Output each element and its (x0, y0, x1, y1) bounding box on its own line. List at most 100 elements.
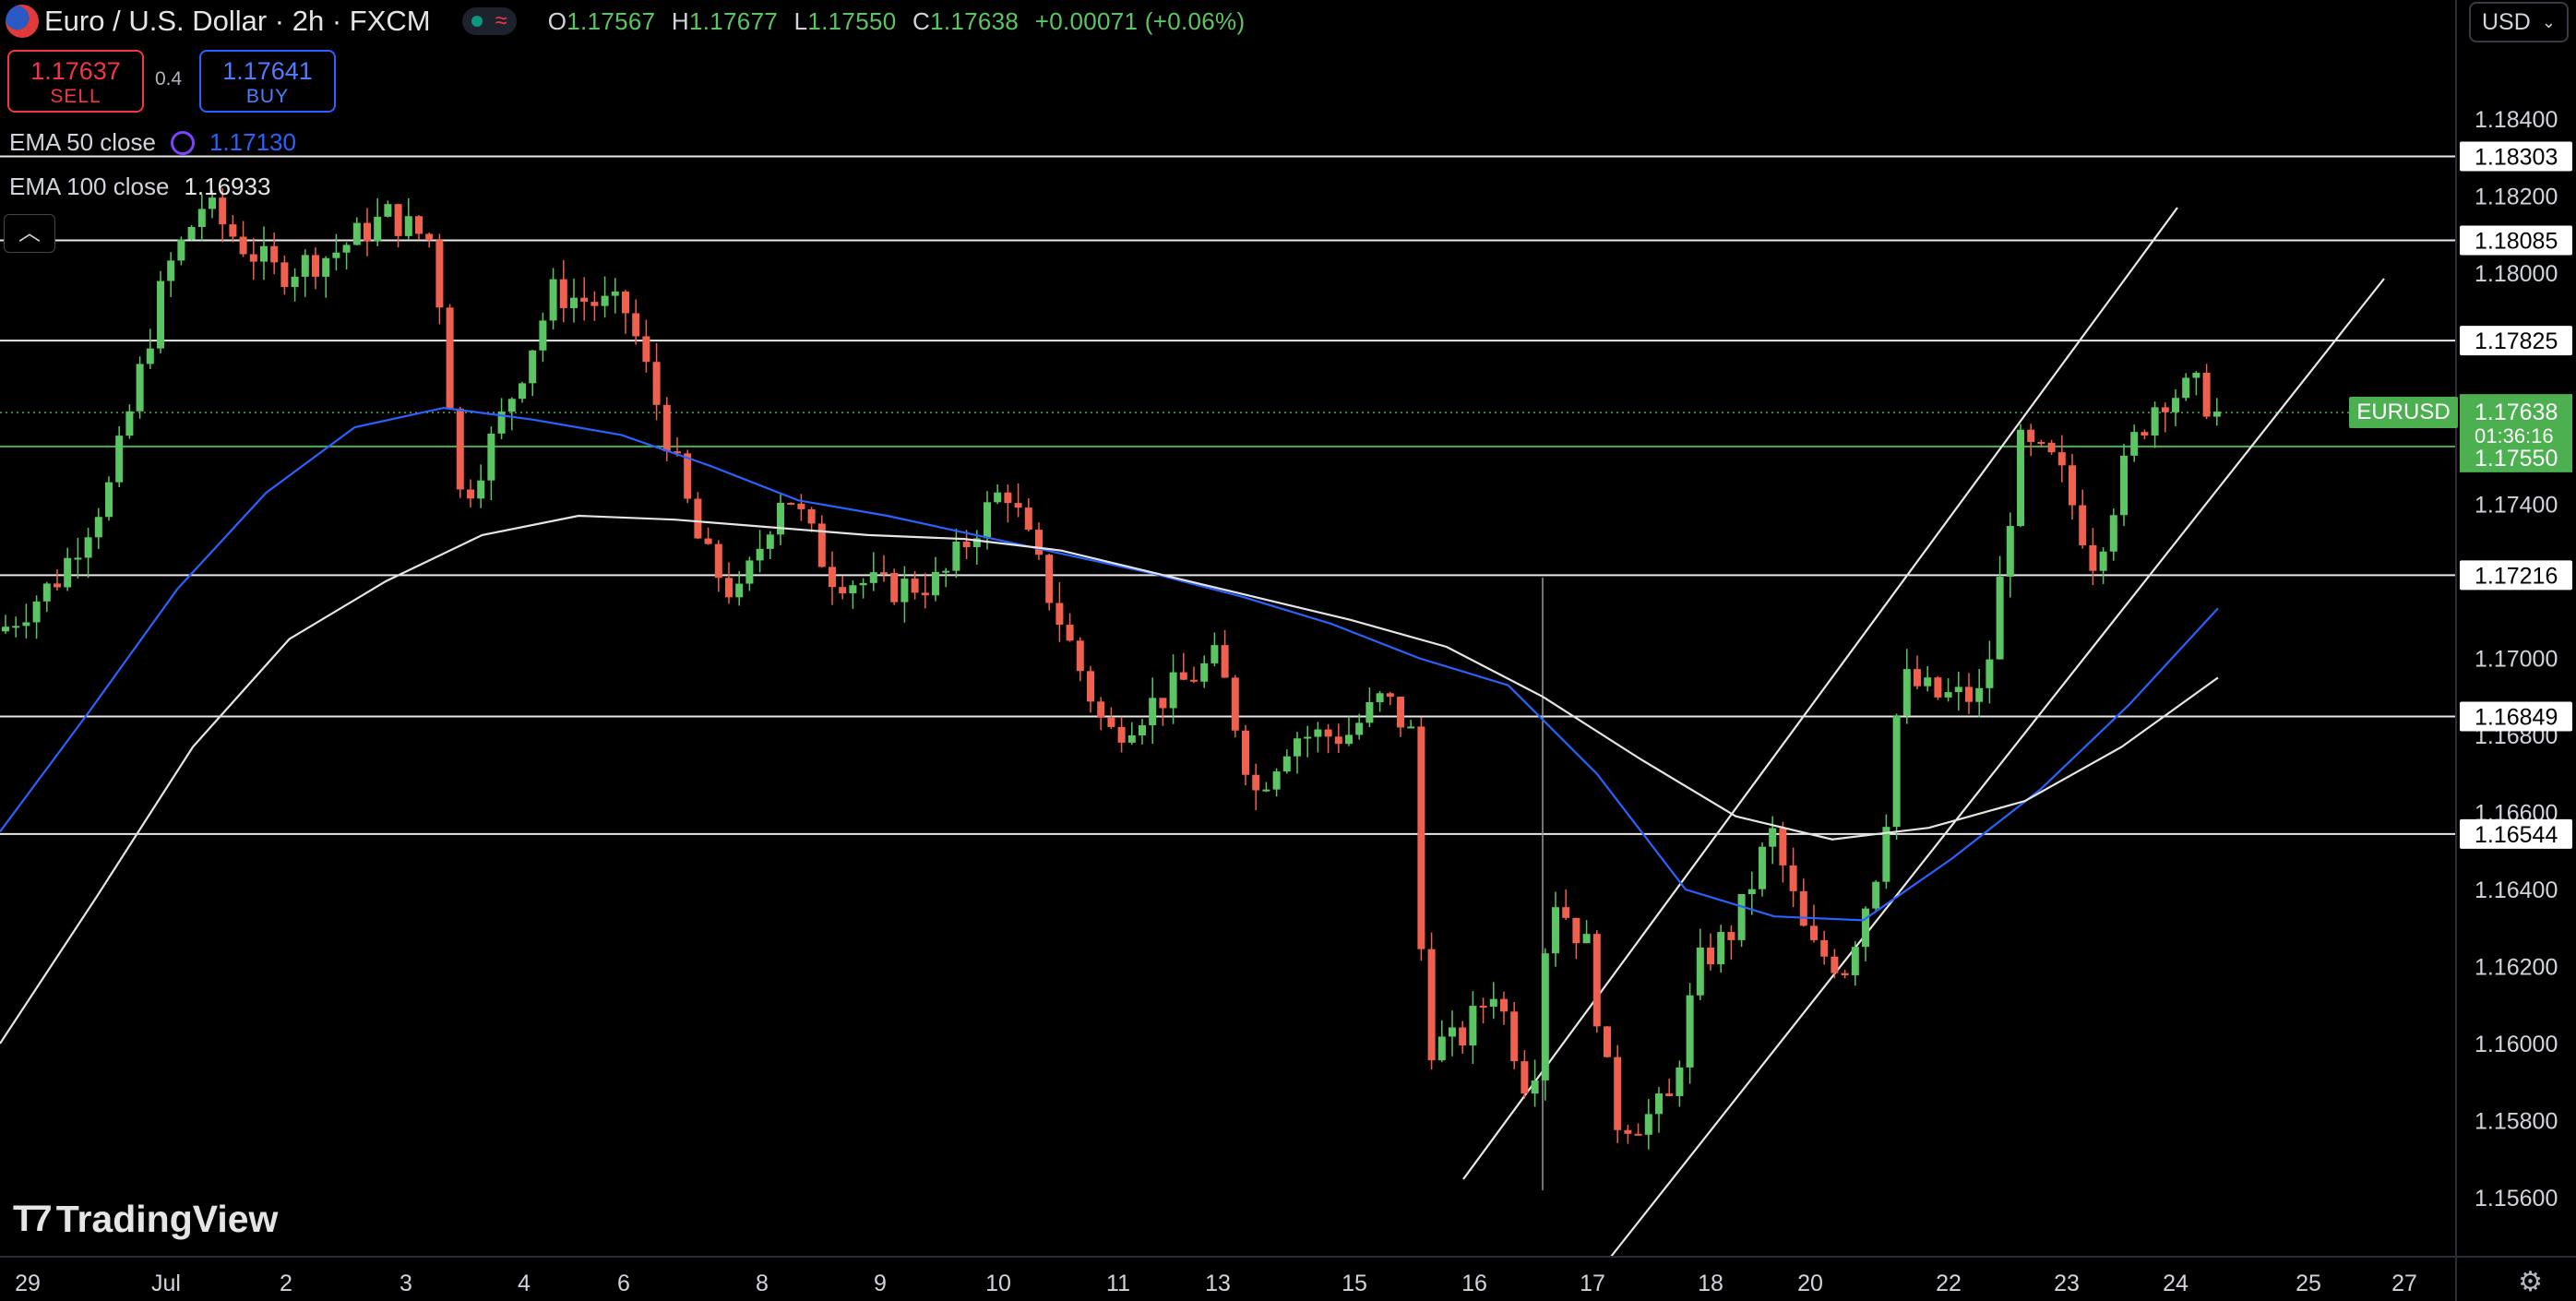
candle-body (519, 383, 526, 400)
candle-body (1892, 715, 1901, 828)
candle-body (2027, 429, 2035, 442)
candle (1087, 665, 1094, 713)
candle (32, 595, 41, 639)
candle-body (2017, 429, 2024, 527)
candle-body (1117, 726, 1126, 743)
candle (1376, 690, 1384, 712)
candle (725, 562, 733, 604)
time-tick-label: 9 (874, 1271, 887, 1296)
candle-body (580, 297, 589, 303)
candle-body (2192, 372, 2200, 378)
candle-body (1665, 1093, 1674, 1096)
candle-body (1127, 735, 1136, 743)
candle (2006, 512, 2014, 598)
candle-body (384, 204, 392, 217)
candle-body (1242, 730, 1249, 775)
time-tick-label: 4 (518, 1271, 531, 1296)
candle (435, 233, 444, 325)
candle-body (2109, 515, 2117, 552)
candle (962, 530, 971, 559)
candle-body (1324, 729, 1332, 737)
candle (2192, 371, 2200, 396)
time-tick-label: 2 (280, 1271, 292, 1296)
candle-body (1614, 1056, 1622, 1130)
time-tick-label: 18 (1698, 1271, 1723, 1296)
trend-channel (1462, 207, 2385, 1258)
price-tick-label: 1.15800 (2475, 1109, 2558, 1135)
candle (1686, 983, 1694, 1084)
buy-label: BUY (245, 86, 290, 107)
ohlc-change: +0.00071 (+0.06%) (1034, 6, 1246, 35)
candle (1489, 982, 1497, 1020)
candle (539, 312, 547, 363)
candle-body (177, 239, 185, 261)
candle (270, 233, 279, 275)
candle (2172, 388, 2179, 426)
candle (54, 568, 61, 591)
candle (1831, 949, 1839, 979)
candle (229, 215, 237, 243)
candles (2, 188, 2221, 1150)
candle-body (404, 216, 412, 236)
candle-body (332, 252, 340, 258)
ema50-legend[interactable]: EMA 50 close 1.17130 (9, 128, 296, 157)
candle-body (136, 364, 144, 412)
candle-body (1231, 677, 1239, 731)
candle-body (435, 240, 444, 308)
candle (559, 259, 567, 323)
time-tick-label: 20 (1797, 1271, 1823, 1296)
horizontal-levels (0, 155, 2456, 1190)
price-tick-label: 1.18000 (2475, 261, 2558, 287)
candle-body (529, 350, 537, 384)
market-status-icon[interactable]: ≈ (461, 7, 517, 35)
candle-body (2130, 432, 2139, 456)
candle (167, 252, 175, 297)
candle (1944, 678, 1952, 702)
candle-body (1604, 1026, 1611, 1057)
currency-selector[interactable]: USD ⌄ (2469, 2, 2569, 42)
candle-body (1965, 686, 1973, 702)
candle-body (745, 560, 754, 584)
candle-body (394, 204, 402, 236)
candle (125, 404, 134, 439)
time-axis[interactable]: 29 Jul 2 3 4 6 8 9 10 11 13 15 16 17 18 20 22 23 24 25 27 (15, 1271, 2417, 1296)
chevron-up-icon[interactable]: ︿ (4, 214, 55, 253)
level-tag-label: 1.16849 (2475, 705, 2558, 731)
symbol-title[interactable]: Euro / U.S. Dollar · 2h · FXCM (44, 5, 431, 37)
settings-gear-icon[interactable]: ⚙ (2518, 1267, 2543, 1297)
candle-body (694, 498, 702, 539)
sell-button[interactable]: 1.17637 SELL (7, 50, 144, 113)
sync-icon[interactable] (170, 130, 195, 155)
candle (839, 575, 847, 600)
ema100-legend[interactable]: EMA 100 close 1.16933 (9, 173, 270, 201)
candle-body (1634, 1133, 1642, 1136)
candle-body (467, 489, 474, 499)
time-tick-label: 17 (1580, 1271, 1605, 1296)
ema100-label: EMA 100 close (9, 173, 170, 200)
candle (1892, 713, 1901, 840)
candle (1531, 1059, 1539, 1107)
candle-body (312, 255, 319, 277)
candle (332, 233, 340, 271)
candle (777, 494, 784, 546)
candle-body (146, 348, 154, 364)
candle (1397, 697, 1404, 737)
candle (1789, 847, 1797, 908)
candle-body (2141, 432, 2149, 436)
candle (487, 426, 495, 501)
candle (1655, 1087, 1663, 1133)
candle-body (777, 503, 784, 535)
buy-button[interactable]: 1.17641 BUY (199, 50, 336, 113)
ema50-label: EMA 50 close (9, 128, 156, 156)
candle-body (662, 404, 671, 452)
candle-body (2057, 452, 2066, 466)
candle-body (1696, 947, 1704, 996)
candle-body (507, 399, 516, 412)
candle-body (766, 534, 774, 549)
low-tag-bg (2460, 442, 2572, 472)
candle-body (1055, 603, 1064, 626)
candle (74, 537, 82, 579)
candle-body (787, 503, 795, 506)
